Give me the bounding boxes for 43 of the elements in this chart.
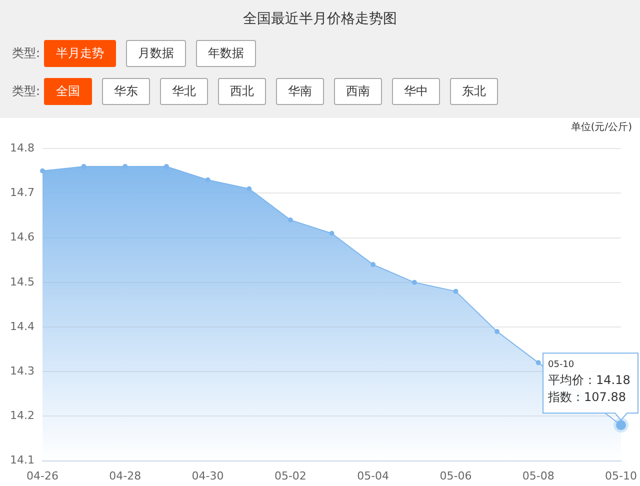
x-tick-label: 04-28 — [109, 469, 142, 482]
x-tick-label: 04-26 — [26, 469, 58, 482]
tab-button[interactable]: 华北 — [160, 78, 208, 105]
tab-button[interactable]: 华南 — [276, 78, 324, 105]
y-tick-label: 14.7 — [10, 186, 34, 200]
point — [205, 177, 210, 182]
x-tick-label: 04-30 — [192, 469, 224, 482]
tab-button[interactable]: 西南 — [334, 78, 382, 105]
y-tick-label: 14.2 — [10, 409, 34, 422]
point — [453, 288, 458, 294]
tab-button[interactable]: 年数据 — [196, 40, 256, 67]
tab-button[interactable]: 西北 — [218, 78, 266, 105]
text: 类型: — [12, 83, 40, 100]
y-tick-label: 14.1 — [10, 454, 34, 467]
y-tick-label: 14.8 — [10, 141, 34, 154]
y-tick-label: 14.3 — [10, 364, 34, 378]
point — [246, 186, 252, 192]
tab-button[interactable]: 华中 — [392, 78, 440, 105]
point — [412, 280, 417, 285]
x-tick-label: 05-02 — [274, 469, 306, 482]
point — [494, 328, 500, 334]
point — [164, 164, 169, 169]
text: 类型: — [12, 45, 40, 62]
point — [81, 164, 86, 169]
y-tick-label: 14.5 — [10, 275, 34, 288]
y-axis-title: 单位(元/公斤) — [570, 120, 632, 134]
point — [536, 360, 541, 366]
x-tick-label: 05-10 — [605, 469, 638, 482]
x-tick-label: 05-06 — [440, 469, 472, 482]
tab-button[interactable]: 华东 — [102, 78, 150, 105]
x-tick-label: 05-04 — [357, 469, 390, 482]
point — [40, 168, 45, 174]
x-tick-label: 05-08 — [522, 469, 554, 482]
chart-title: 全国最近半月价格走势图 — [242, 10, 398, 28]
tab-button[interactable]: 东北 — [450, 78, 498, 105]
annotation: 05-10 平均价：14.18 指数：107.88 — [547, 360, 630, 404]
point — [288, 217, 293, 222]
point — [122, 164, 128, 169]
y-tick-label: 14.4 — [10, 320, 34, 333]
tab-button[interactable]: 月数据 — [126, 40, 186, 67]
point — [329, 230, 334, 236]
y-tick-label: 14.6 — [10, 230, 34, 244]
point — [370, 262, 376, 268]
